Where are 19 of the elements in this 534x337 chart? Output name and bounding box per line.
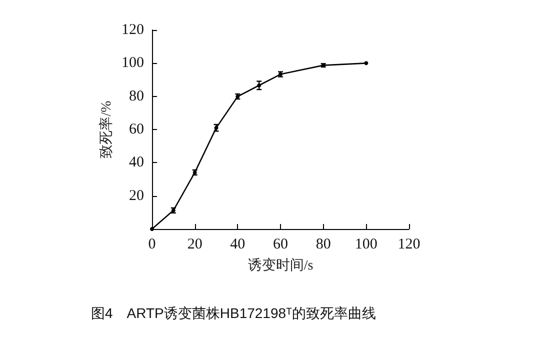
y-tick-label: 120 — [122, 22, 144, 38]
point — [150, 227, 154, 231]
x-tick-label: 80 — [316, 236, 331, 252]
x-tick-label: 100 — [354, 236, 378, 252]
y-tick-label: 100 — [122, 55, 144, 72]
y-tick-label: 60 — [129, 122, 144, 138]
y-tick-label: 40 — [129, 154, 144, 171]
y-tick-label: 20 — [129, 188, 144, 204]
x-axis-title: 诱变时间/s — [248, 258, 314, 274]
point — [257, 83, 262, 88]
point — [364, 61, 368, 66]
y-tick-label: 80 — [129, 88, 144, 104]
y-axis-title: 致死率/% — [98, 100, 114, 158]
x-tick-label: 0 — [148, 236, 156, 252]
x-tick-label: 20 — [187, 236, 202, 252]
text: 图4 ARTP诱变菌株HB172198ᵀ的致死率曲线 — [91, 305, 376, 321]
x-tick-label: 120 — [398, 236, 420, 252]
x-tick-label: 40 — [230, 236, 246, 252]
x-tick-label: 60 — [273, 236, 288, 252]
